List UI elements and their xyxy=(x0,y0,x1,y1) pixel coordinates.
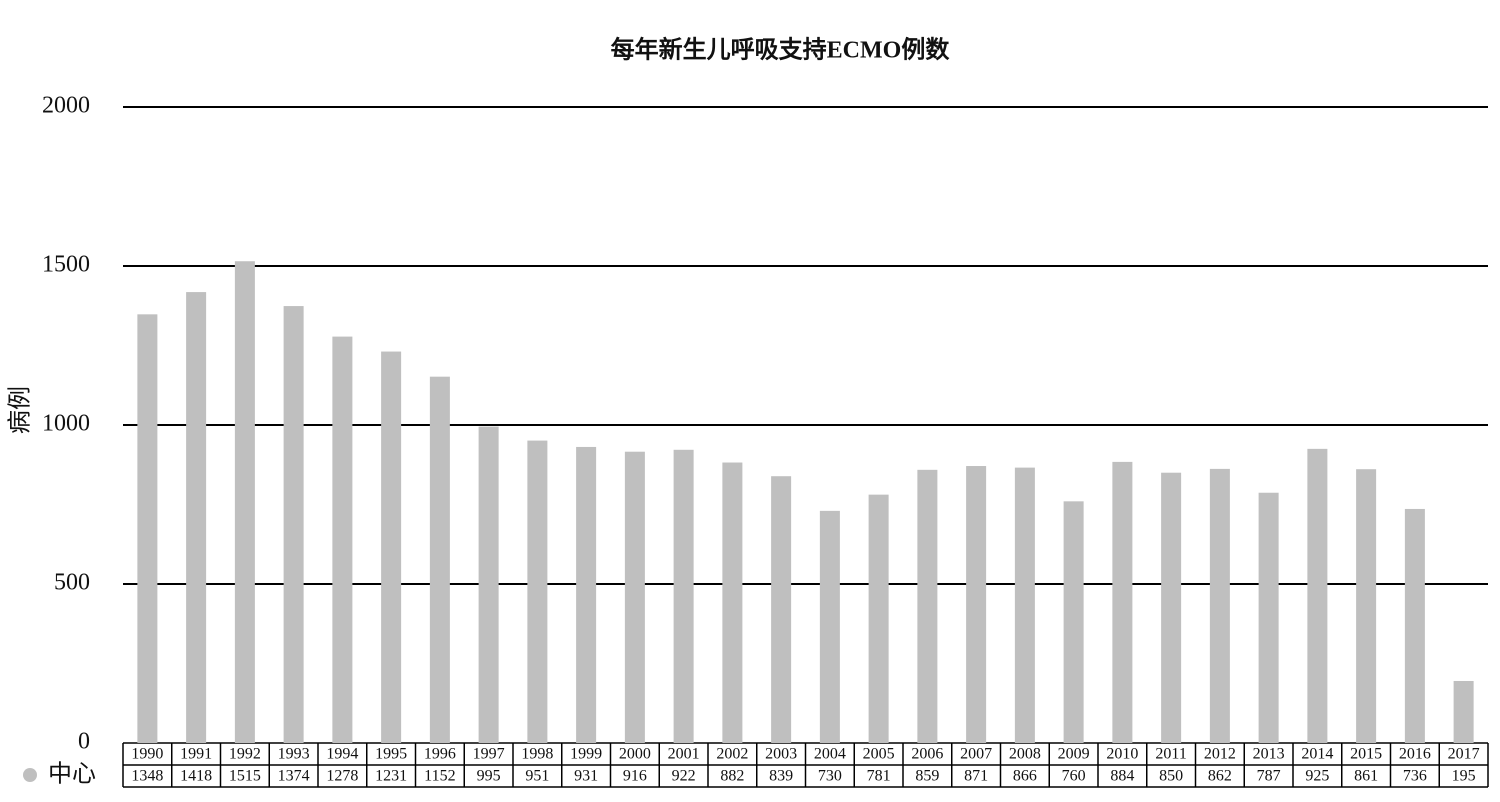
y-tick-label: 500 xyxy=(54,570,90,596)
bar xyxy=(478,426,499,743)
table-value: 884 xyxy=(1110,768,1134,785)
table-value: 1348 xyxy=(131,768,163,785)
x-tick-label: 2001 xyxy=(668,746,700,763)
y-tick-label: 1000 xyxy=(42,411,90,437)
bar xyxy=(1209,468,1230,743)
bar xyxy=(722,462,743,743)
table-value: 882 xyxy=(720,768,744,785)
bar xyxy=(673,449,694,743)
table-value: 859 xyxy=(915,768,939,785)
table-value: 195 xyxy=(1452,768,1476,785)
x-tick-label: 2008 xyxy=(1009,746,1041,763)
bar xyxy=(1404,508,1425,743)
table-value: 1278 xyxy=(326,768,358,785)
x-tick-label: 2013 xyxy=(1253,746,1285,763)
x-tick-label: 2006 xyxy=(911,746,943,763)
x-tick-label: 2000 xyxy=(619,746,651,763)
x-tick-label: 2011 xyxy=(1155,746,1186,763)
x-tick-label: 1998 xyxy=(521,746,553,763)
table-value: 1231 xyxy=(375,768,407,785)
x-tick-label: 2012 xyxy=(1204,746,1236,763)
x-tick-label: 2005 xyxy=(863,746,895,763)
x-tick-label: 2010 xyxy=(1106,746,1138,763)
x-tick-label: 1997 xyxy=(473,746,505,763)
bar xyxy=(234,261,255,743)
chart-title: 每年新生儿呼吸支持ECMO例数 xyxy=(611,36,951,64)
table-value: 1418 xyxy=(180,768,212,785)
x-tick-label: 1993 xyxy=(278,746,310,763)
bar xyxy=(283,306,304,743)
bar xyxy=(624,451,645,743)
bar xyxy=(381,351,402,743)
bar xyxy=(186,292,207,743)
table-value: 839 xyxy=(769,768,793,785)
bar xyxy=(819,510,840,743)
table-value: 871 xyxy=(964,768,988,785)
y-tick-label: 1500 xyxy=(42,252,90,278)
table-value: 862 xyxy=(1208,768,1232,785)
table-value: 760 xyxy=(1062,768,1086,785)
table-value: 951 xyxy=(525,768,549,785)
table-value: 1374 xyxy=(278,768,310,785)
bar xyxy=(527,440,548,743)
bar xyxy=(868,494,889,743)
bar xyxy=(1258,492,1279,743)
table-value: 850 xyxy=(1159,768,1183,785)
y-axis-label: 病例 xyxy=(7,386,34,434)
x-tick-label: 2014 xyxy=(1301,746,1333,763)
x-tick-label: 2009 xyxy=(1058,746,1090,763)
x-tick-label: 1991 xyxy=(180,746,212,763)
x-tick-label: 1992 xyxy=(229,746,261,763)
x-tick-label: 1990 xyxy=(131,746,163,763)
x-tick-label: 2015 xyxy=(1350,746,1382,763)
table-value: 925 xyxy=(1305,768,1329,785)
bar xyxy=(1112,461,1133,743)
table-value: 1152 xyxy=(424,768,455,785)
table-value: 931 xyxy=(574,768,598,785)
bar xyxy=(1014,467,1035,743)
bar xyxy=(332,336,353,743)
table-value: 866 xyxy=(1013,768,1037,785)
table-value: 787 xyxy=(1257,768,1281,785)
y-tick-label: 2000 xyxy=(42,93,90,119)
table-value: 861 xyxy=(1354,768,1378,785)
bar xyxy=(429,376,450,743)
bar xyxy=(1356,469,1377,743)
table-value: 995 xyxy=(477,768,501,785)
table-value: 781 xyxy=(867,768,891,785)
legend-label: 中心 xyxy=(48,761,96,788)
x-tick-label: 2002 xyxy=(716,746,748,763)
table-value: 916 xyxy=(623,768,647,785)
x-tick-label: 2007 xyxy=(960,746,992,763)
x-tick-label: 1995 xyxy=(375,746,407,763)
x-tick-label: 1994 xyxy=(326,746,358,763)
y-tick-label: 0 xyxy=(78,729,90,755)
x-tick-label: 1996 xyxy=(424,746,456,763)
bar xyxy=(1453,680,1474,743)
bar xyxy=(917,469,938,743)
x-tick-label: 2017 xyxy=(1448,746,1480,763)
x-tick-label: 2004 xyxy=(814,746,846,763)
x-tick-label: 2003 xyxy=(765,746,797,763)
x-tick-label: 2016 xyxy=(1399,746,1431,763)
table-value: 736 xyxy=(1403,768,1427,785)
table-value: 730 xyxy=(818,768,842,785)
bar xyxy=(576,446,597,743)
bar xyxy=(1307,448,1328,743)
bar xyxy=(1161,472,1182,743)
bar xyxy=(1063,501,1084,743)
legend-marker xyxy=(23,768,37,782)
bar xyxy=(771,476,792,743)
table-value: 922 xyxy=(672,768,696,785)
bar xyxy=(966,466,987,743)
x-tick-label: 1999 xyxy=(570,746,602,763)
bar xyxy=(137,314,158,743)
table-value: 1515 xyxy=(229,768,261,785)
